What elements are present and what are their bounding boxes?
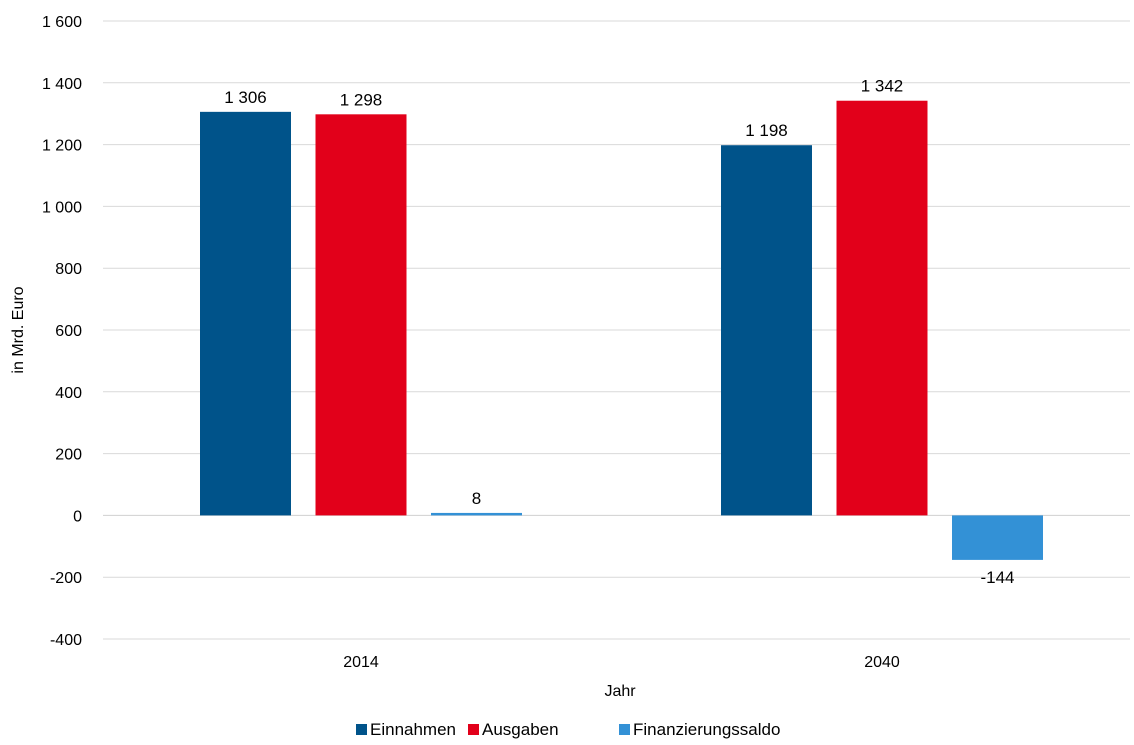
x-axis-ticks: 2014 2040 [343, 654, 900, 671]
x-tick-label: 2040 [864, 654, 900, 671]
legend-item-finanzierungssaldo: Finanzierungssaldo [619, 720, 780, 739]
y-tick-label: 200 [55, 447, 82, 464]
y-tick-label: 1 000 [42, 199, 82, 216]
data-label: 1 306 [224, 88, 267, 107]
bars [200, 100, 1043, 560]
bar-finanzierungssaldo-2040 [952, 515, 1043, 560]
x-tick-label: 2014 [343, 654, 379, 671]
data-labels: 1 306 1 198 1 298 1 342 8 -144 [224, 77, 1014, 587]
legend-label: Finanzierungssaldo [633, 720, 780, 739]
y-tick-label: 1 400 [42, 76, 82, 93]
bar-einnahmen-2040 [721, 145, 812, 516]
legend-swatch [619, 724, 630, 735]
data-label: -144 [980, 568, 1014, 587]
legend-item-ausgaben: Ausgaben [468, 720, 559, 739]
x-axis-title: Jahr [604, 683, 636, 700]
y-tick-label: 400 [55, 385, 82, 402]
bar-ausgaben-2040 [836, 100, 928, 516]
y-tick-label: 600 [55, 323, 82, 340]
y-tick-label: 800 [55, 261, 82, 278]
data-label: 1 298 [340, 90, 383, 109]
y-axis-ticks: 1 600 1 400 1 200 1 000 800 600 400 200 0 -200 -40… [42, 14, 82, 649]
data-label: 1 342 [861, 77, 904, 96]
legend-swatch [468, 724, 479, 735]
y-tick-label: -200 [50, 570, 82, 587]
y-axis-title: in Mrd. Euro [10, 286, 27, 373]
y-tick-label: 1 200 [42, 138, 82, 155]
y-tick-label: 1 600 [42, 14, 82, 31]
bar-finanzierungssaldo-2014 [431, 512, 522, 516]
legend-label: Ausgaben [482, 720, 559, 739]
y-tick-label: -400 [50, 632, 82, 649]
legend-label: Einnahmen [370, 720, 456, 739]
data-label: 8 [472, 489, 481, 508]
legend-swatch [356, 724, 367, 735]
y-tick-label: 0 [73, 508, 82, 525]
data-label: 1 198 [745, 121, 788, 140]
bar-ausgaben-2014 [315, 114, 407, 516]
legend: Einnahmen Ausgaben Finanzierungssaldo [356, 720, 780, 739]
bar-einnahmen-2014 [200, 111, 291, 516]
legend-item-einnahmen: Einnahmen [356, 720, 456, 739]
